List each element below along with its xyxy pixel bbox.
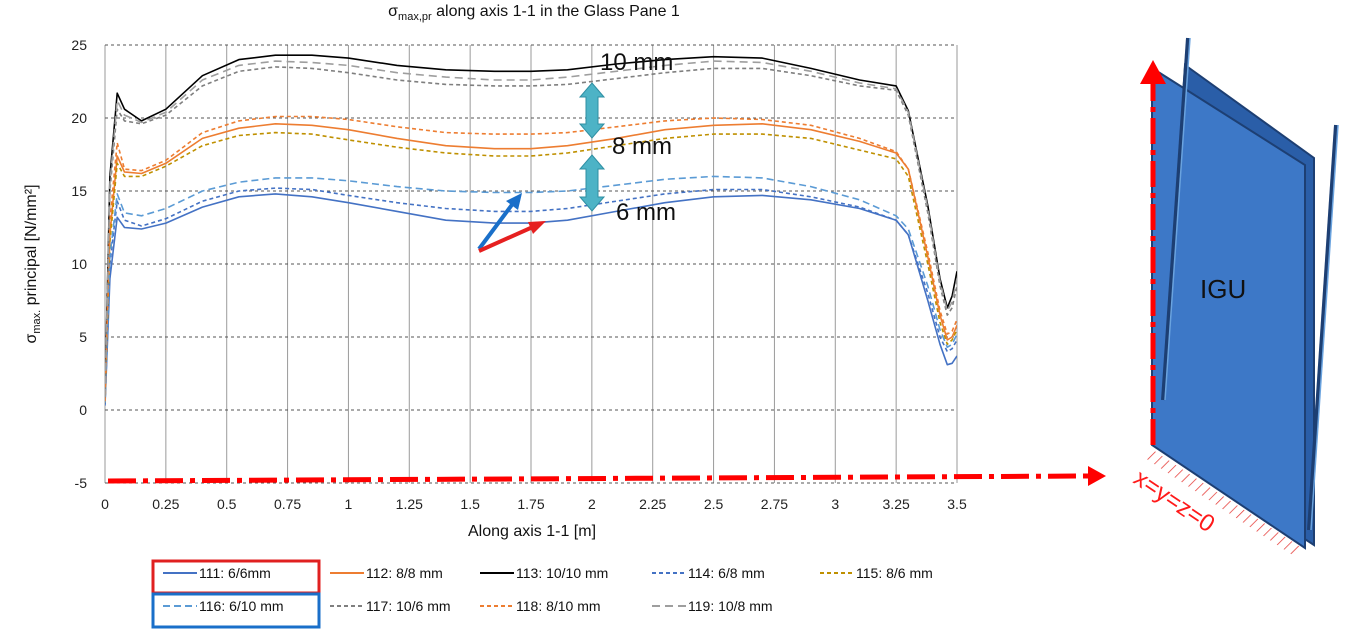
igu-pane-edge [1307,124,1338,531]
y-tick-label: 0 [79,402,87,418]
chart-title: σmax,pr along axis 1-1 in the Glass Pane… [388,3,680,23]
y-tick-label: 25 [71,37,87,53]
y-axis-label-sub: max. [31,310,43,334]
x-tick-label: 1.25 [396,496,423,512]
igu-label: IGU [1200,274,1246,304]
double-arrow-icon [578,82,606,139]
y-tick-label: 10 [71,256,87,272]
x-tick-labels: 0 0.25 0.5 0.75 1 1.25 1.5 1.75 2 2.25 2.5 2.75 3 3.2… [101,496,967,512]
x-axis-label: Along axis 1-1 [m] [468,523,596,540]
series-line-6 [105,66,957,399]
series-line-2 [105,54,957,396]
legend-item: 117: 10/6 mm [330,598,451,614]
series-line-3 [105,187,957,405]
x-tick-label: 1.75 [517,496,544,512]
series-line-7 [105,115,957,402]
x-tick-label: 2 [588,496,596,512]
blue-trend-arrow-icon [477,193,522,251]
x-tick-label: 0.25 [152,496,179,512]
annotation-6mm: 6 mm [616,199,676,226]
double-arrow-icon [578,154,606,212]
legend: 111: 6/6mm 112: 8/8 mm 113: 10/10 mm 114: 6… [163,565,933,614]
series-line-5 [105,175,957,403]
igu-diagram: IGU x=y=z=0 [1129,37,1339,556]
legend-label: 118: 8/10 mm [516,598,601,614]
igu-pane-front [1151,66,1306,550]
chart-title-rest: along axis 1-1 in the Glass Pane 1 [432,3,680,20]
annotation-10mm: 10 mm [600,49,673,76]
series-line-4 [105,131,957,403]
x-tick-label: 0.75 [274,496,301,512]
x-tick-label: 3.25 [883,496,910,512]
legend-label: 117: 10/6 mm [366,598,451,614]
x-tick-label: 1 [345,496,353,512]
igu-axis-arrowhead-icon [1140,60,1166,84]
y-axis-label-rest: principal [N/mm²] [23,184,40,309]
legend-label: 116: 6/10 mm [199,598,284,614]
axis-arrow-line [107,473,1089,484]
annotation-8mm: 8 mm [612,133,672,160]
legend-item: 113: 10/10 mm [480,565,608,581]
y-tick-label: 15 [71,183,87,199]
legend-highlight-blue [151,592,321,629]
support-hatch [1142,448,1302,556]
legend-item: 116: 6/10 mm [163,598,284,614]
igu-pane-edge [1164,37,1191,401]
x-tick-label: 2.25 [639,496,666,512]
igu-pane-edge [1310,124,1339,531]
x-tick-label: 2.75 [761,496,788,512]
y-tick-label: 20 [71,110,87,126]
x-tick-label: 1.5 [460,496,480,512]
x-tick-label: 0 [101,496,109,512]
y-tick-labels: -5 0 5 10 15 20 25 [71,37,87,491]
legend-item: 118: 8/10 mm [480,598,601,614]
y-axis-label-main: σ [23,334,40,344]
igu-pane-edge [1161,37,1190,401]
legend-label: 113: 10/10 mm [516,565,608,581]
x-tick-label: 3.5 [947,496,967,512]
x-tick-label: 0.5 [217,496,237,512]
x-tick-label: 3 [831,496,839,512]
legend-label: 119: 10/8 mm [688,598,773,614]
y-tick-label: 5 [79,329,87,345]
y-axis-label: σmax. principal [N/mm²] [23,184,43,343]
legend-item: 115: 8/6 mm [820,565,933,581]
legend-item: 111: 6/6mm [163,565,271,581]
legend-item: 119: 10/8 mm [652,598,773,614]
legend-label: 115: 8/6 mm [856,565,933,581]
red-trend-arrow-icon [478,221,546,253]
chart-title-sub: max,pr [398,11,432,23]
y-tick-label: -5 [75,475,88,491]
grid [104,44,958,484]
legend-label: 114: 6/8 mm [688,565,765,581]
chart-title-main: σ [388,3,398,20]
axis-arrowhead-icon [1088,466,1106,486]
legend-label: 111: 6/6mm [199,565,271,581]
legend-item: 114: 6/8 mm [652,565,765,581]
x-tick-label: 2.5 [704,496,724,512]
legend-label: 112: 8/8 mm [366,565,443,581]
legend-item: 112: 8/8 mm [330,565,443,581]
